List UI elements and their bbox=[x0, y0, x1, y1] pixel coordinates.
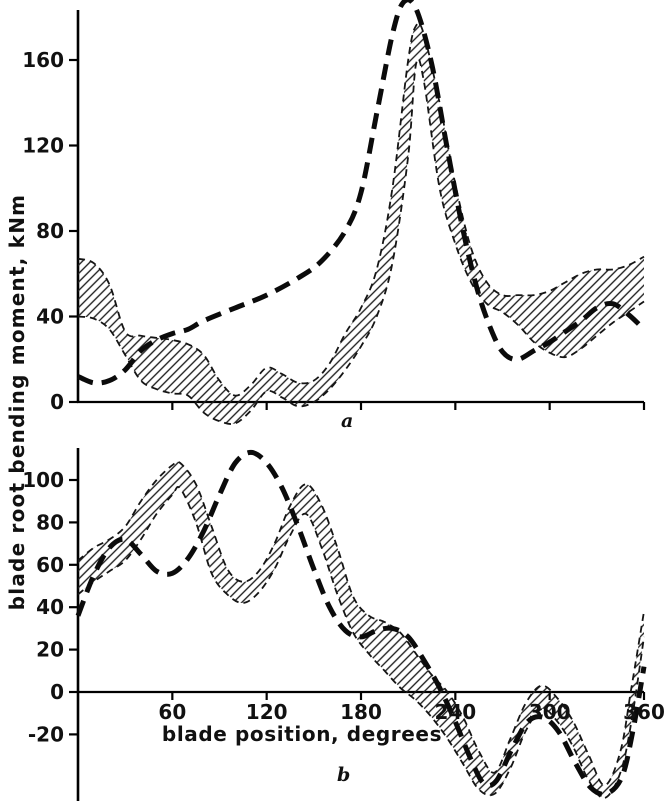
svg-text:60: 60 bbox=[158, 700, 186, 724]
panel-a-label: a bbox=[341, 410, 354, 432]
svg-text:40: 40 bbox=[36, 305, 64, 329]
y-axis-label: blade root bending moment, kNm bbox=[5, 193, 29, 611]
svg-text:120: 120 bbox=[22, 134, 64, 158]
svg-text:160: 160 bbox=[22, 48, 64, 72]
svg-text:360: 360 bbox=[623, 700, 665, 724]
svg-text:-20: -20 bbox=[28, 722, 64, 746]
svg-text:60: 60 bbox=[36, 553, 64, 577]
svg-text:20: 20 bbox=[36, 638, 64, 662]
svg-text:100: 100 bbox=[22, 468, 64, 492]
svg-text:80: 80 bbox=[36, 510, 64, 534]
svg-text:180: 180 bbox=[340, 700, 382, 724]
x-axis-label: blade position, degrees bbox=[161, 722, 443, 746]
svg-text:300: 300 bbox=[529, 700, 571, 724]
panel-b-label: b bbox=[337, 764, 351, 786]
svg-text:240: 240 bbox=[434, 700, 476, 724]
svg-text:0: 0 bbox=[50, 680, 64, 704]
svg-text:0: 0 bbox=[50, 390, 64, 414]
svg-text:40: 40 bbox=[36, 595, 64, 619]
svg-text:120: 120 bbox=[246, 700, 288, 724]
svg-text:80: 80 bbox=[36, 219, 64, 243]
